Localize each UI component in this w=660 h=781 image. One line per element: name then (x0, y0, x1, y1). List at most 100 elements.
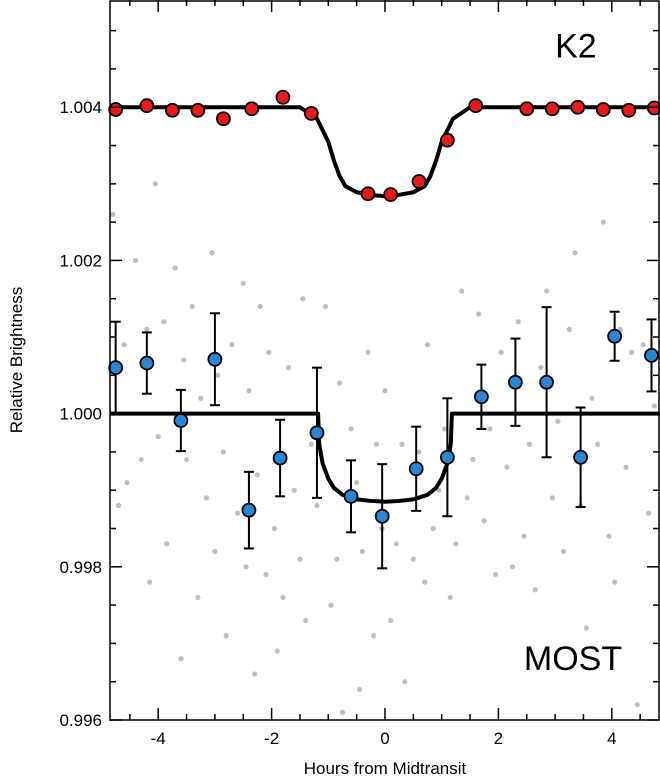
most-point (108, 360, 124, 376)
raw-point (410, 556, 416, 562)
raw-point (481, 518, 487, 524)
raw-point (354, 479, 360, 486)
x-tick-label: 0 (380, 729, 389, 748)
k2-point (544, 101, 560, 117)
raw-point (198, 395, 204, 401)
raw-point (337, 380, 343, 386)
raw-point (254, 472, 261, 478)
raw-point (606, 533, 612, 539)
binned-points-layer (108, 89, 660, 524)
raw-point (629, 349, 635, 355)
raw-point (263, 571, 269, 578)
raw-point (600, 219, 606, 225)
raw-point (430, 525, 436, 532)
most-point (508, 374, 523, 390)
raw-point (328, 602, 334, 608)
raw-point (382, 388, 388, 394)
raw-point (555, 418, 561, 424)
most-point (272, 450, 288, 466)
raw-point (422, 579, 428, 585)
axis-ticks (110, 0, 659, 721)
raw-point (339, 709, 346, 715)
raw-point (561, 548, 567, 555)
raw-point (110, 211, 116, 218)
k2-point (519, 101, 535, 117)
raw-point (181, 357, 187, 363)
x-tick-label: -4 (151, 729, 166, 748)
most-point (539, 374, 554, 390)
most-point (473, 389, 489, 405)
raw-point (424, 342, 431, 348)
y-axis-label: Relative Brightness (7, 287, 26, 433)
raw-point (583, 625, 589, 631)
raw-point (595, 441, 601, 447)
k2-point (570, 99, 586, 115)
raw-point (441, 426, 448, 432)
raw-point (144, 326, 150, 332)
k2-point (164, 102, 180, 118)
raw-point (178, 656, 184, 662)
raw-point (229, 342, 235, 348)
raw-point (646, 510, 652, 516)
raw-point (447, 594, 453, 601)
raw-point (271, 525, 278, 532)
raw-point (526, 441, 533, 447)
raw-point (388, 617, 394, 624)
k2-model-line (110, 105, 660, 199)
k2-point (383, 187, 399, 202)
raw-point (566, 326, 572, 332)
raw-point (220, 449, 227, 455)
raw-point (286, 365, 292, 371)
k2-point (108, 102, 124, 117)
raw-point (623, 464, 629, 470)
raw-point (257, 303, 263, 309)
raw-point (322, 303, 329, 309)
x-tick-label: 4 (607, 729, 616, 748)
k2-point (303, 105, 319, 121)
raw-point (549, 495, 555, 501)
k2-point (216, 111, 231, 127)
raw-point (399, 441, 405, 447)
raw-point (365, 349, 371, 355)
raw-point (359, 548, 365, 555)
raw-point (203, 495, 209, 501)
most-point (644, 348, 659, 363)
k2-point (646, 100, 660, 116)
raw-point (402, 679, 408, 685)
raw-point (492, 571, 499, 578)
raw-point (121, 342, 127, 348)
raw-point (356, 686, 363, 692)
k2-point (595, 102, 611, 117)
raw-point (521, 533, 527, 539)
raw-point (291, 487, 297, 493)
x-tick-label: 2 (494, 729, 503, 748)
raw-point (589, 395, 595, 401)
raw-point (640, 342, 646, 348)
most-point (343, 488, 359, 504)
k2-point (275, 89, 291, 105)
raw-point (215, 372, 221, 378)
k2-point (244, 101, 260, 117)
raw-point (532, 587, 538, 593)
raw-point (373, 441, 380, 447)
k2-series-label: K2 (555, 27, 597, 65)
raw-point (240, 280, 246, 287)
raw-point (572, 250, 578, 256)
raw-point (209, 250, 215, 256)
k2-point (468, 98, 484, 114)
raw-point (161, 319, 167, 325)
raw-point (251, 671, 258, 677)
most-point (573, 449, 589, 465)
raw-point (504, 464, 510, 470)
y-tick-label: 0.996 (59, 711, 102, 730)
most-point (309, 425, 325, 441)
raw-point (115, 502, 122, 509)
raw-point (651, 403, 657, 409)
raw-point (280, 594, 286, 601)
k2-point (411, 174, 427, 189)
raw-point (371, 633, 377, 639)
raw-point (334, 556, 340, 562)
raw-point (487, 426, 493, 432)
raw-point (393, 541, 399, 547)
raw-point (155, 433, 161, 440)
